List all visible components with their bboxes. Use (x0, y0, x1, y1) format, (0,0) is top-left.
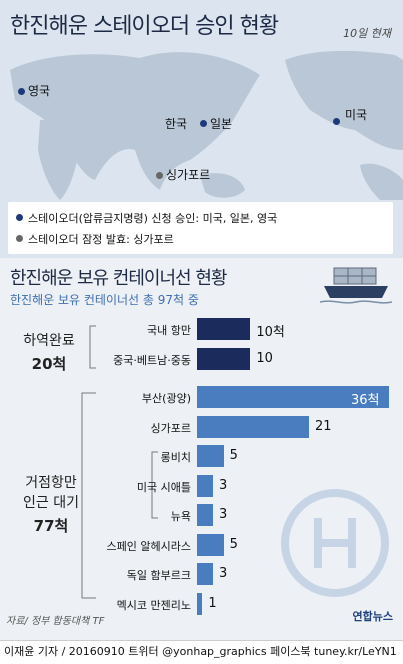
group-unloaded-total: 20척 (31, 355, 67, 373)
label-japan: 일본 (210, 117, 233, 131)
bar-category-label: 멕시코 만젠리노 (116, 598, 191, 612)
bar-value-label: 1 (208, 595, 217, 611)
bar-category-label: 중국·베트남·중동 (113, 353, 191, 367)
legend-provisional-text: 스테이오더 잠정 발효: 싱가포르 (28, 233, 174, 246)
as-of-date: 10일 현재 (343, 27, 391, 40)
credit-footer: 이재윤 기자 / 20160910 트위터 @yonhap_graphics 페… (0, 640, 403, 664)
chart-title: 한진해운 보유 컨테이너선 현황 (10, 268, 227, 289)
page-title: 한진해운 스테이오더 승인 현황 (10, 14, 279, 39)
landmass-australia (200, 173, 245, 198)
bar-category-label: 부산(광양) (141, 392, 191, 405)
bar-rect (197, 563, 213, 585)
bar-category-label: 뉴욕 (170, 510, 191, 523)
chart-section: 한진해운 보유 컨테이너선 현황 한진해운 보유 컨테이너선 총 97척 중 하… (0, 258, 403, 640)
provisional-dot (16, 235, 23, 242)
bar-rect (197, 347, 251, 370)
bar-value-label: 21 (315, 418, 332, 434)
bar-rect (197, 445, 224, 467)
approved-dot (16, 214, 23, 221)
landmass-south-america (360, 163, 403, 200)
source-note: 자료/ 정부 합동대책 TF (6, 616, 105, 627)
landmass-europe-asia (10, 52, 260, 190)
bar-rect (197, 504, 213, 526)
hanjin-logo (281, 489, 389, 597)
bar-rect (197, 592, 203, 615)
group-unloaded-name: 하역완료 (23, 333, 75, 349)
label-usa: 미국 (345, 108, 368, 122)
legend-approved: 스테이오더(압류금지명령) 신청 승인: 미국, 일본, 영국 (16, 210, 277, 226)
bar-rect (197, 386, 389, 408)
group-brackets (81, 325, 158, 599)
bar-category-label: 독일 함부르크 (126, 569, 191, 582)
singapore-marker (156, 172, 163, 179)
japan-marker (200, 120, 207, 127)
bar-value-label: 5 (229, 448, 238, 463)
label-uk: 영국 (28, 84, 51, 98)
bar-value-label: 3 (219, 507, 228, 522)
bar-category-label: 롱비치 (160, 451, 191, 464)
bar-value-label: 5 (229, 536, 238, 552)
bar-value-label: 3 (219, 566, 228, 581)
bar-rect (197, 415, 309, 438)
bar-value-label: 3 (219, 477, 228, 493)
legend-provisional: 스테이오더 잠정 발효: 싱가포르 (16, 231, 174, 247)
label-korea: 한국 (165, 117, 188, 131)
map-legend: 스테이오더(압류금지명령) 신청 승인: 미국, 일본, 영국 스테이오더 잠정… (8, 202, 393, 254)
bar-category-label: 미국 시애틀 (136, 480, 191, 494)
bar-category-label: 싱가포르 (150, 421, 191, 435)
chart-subtitle: 한진해운 보유 컨테이너선 총 97척 중 (10, 293, 199, 307)
world-map (10, 50, 403, 200)
usa-marker (333, 118, 340, 125)
group-waiting-total: 77척 (33, 517, 69, 535)
group-waiting-name-1: 거점항만 (25, 475, 77, 491)
legend-approved-text: 스테이오더(압류금지명령) 신청 승인: 미국, 일본, 영국 (28, 212, 278, 225)
bar-rect (197, 318, 251, 340)
brand-label: 연합뉴스 (352, 610, 393, 623)
group-waiting-label: 거점항만 인근 대기 77척 (12, 472, 90, 536)
bar-category-label: 스페인 알헤시라스 (106, 539, 191, 553)
container-ship-icon (320, 267, 392, 304)
map-section: 한진해운 스테이오더 승인 현황 10일 현재 영국 한국 일본 미국 싱가포르… (0, 0, 403, 258)
bar-category-label: 국내 항만 (147, 324, 191, 337)
bar-rect (197, 533, 224, 556)
bar-rect (197, 474, 213, 497)
landmass-north-america (285, 50, 403, 150)
bar-value-label: 36척 (351, 393, 380, 408)
label-singapore: 싱가포르 (166, 168, 211, 182)
group-unloaded-label: 하역완료 20척 (14, 330, 84, 374)
uk-marker (18, 88, 25, 95)
bar-value-label: 10척 (256, 325, 285, 340)
bar-value-label: 10 (256, 350, 273, 366)
landmass-africa (38, 119, 80, 200)
group-waiting-name-2: 인근 대기 (23, 495, 79, 511)
